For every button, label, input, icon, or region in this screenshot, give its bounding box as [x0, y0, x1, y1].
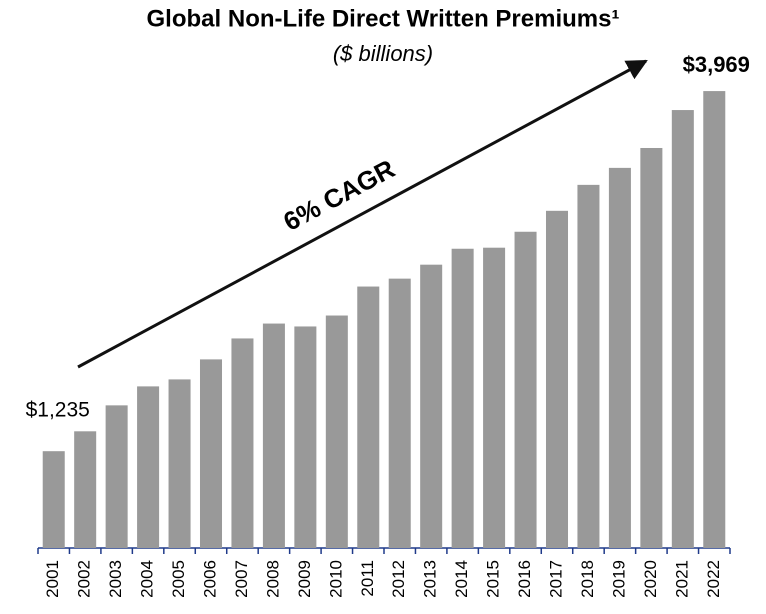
x-tick-label: 2015: [484, 560, 503, 598]
bar: [545, 210, 569, 548]
bar: [514, 231, 537, 548]
x-tick-label: 2002: [75, 560, 94, 598]
chart-subtitle: ($ billions): [333, 41, 433, 66]
bar: [168, 379, 191, 548]
x-tick-label: 2009: [295, 560, 314, 598]
bar: [451, 248, 474, 548]
bar: [703, 91, 726, 549]
bar: [105, 405, 128, 548]
value-label: $3,969: [683, 52, 750, 77]
x-tick-label: 2022: [704, 560, 723, 598]
x-tick-label: 2012: [389, 560, 408, 598]
x-tick-label: 2017: [546, 560, 565, 598]
bar: [294, 326, 317, 548]
x-tick-label: 2005: [169, 560, 188, 598]
trend-arrow: [77, 59, 648, 369]
x-tick-label: 2004: [138, 560, 157, 598]
bar: [357, 286, 380, 548]
value-label: $1,235: [26, 399, 90, 422]
cagr-annotation: 6% CAGR: [278, 153, 399, 237]
bar: [671, 110, 694, 549]
bar: [577, 184, 600, 548]
bar: [262, 323, 285, 548]
x-tick-label: 2020: [641, 560, 660, 598]
bar: [420, 264, 443, 548]
bar: [325, 315, 348, 548]
bar: [74, 431, 97, 548]
x-tick-label: 2014: [452, 560, 471, 598]
chart-title: Global Non-Life Direct Written Premiums¹: [147, 5, 620, 32]
x-tick-label: 2003: [106, 560, 125, 598]
x-tick-label: 2010: [326, 560, 345, 598]
bar: [483, 247, 506, 549]
bar: [388, 278, 411, 548]
x-tick-label: 2008: [263, 560, 282, 598]
x-tick-label: 2018: [578, 560, 597, 598]
bar: [608, 167, 631, 549]
x-tick-label: 2013: [421, 560, 440, 598]
bar: [137, 386, 160, 548]
x-tick-label: 2019: [609, 560, 628, 598]
x-tick-label: 2006: [200, 560, 219, 598]
bar: [199, 359, 223, 548]
x-tick-label: 2016: [515, 560, 534, 598]
bar: [42, 451, 65, 548]
bar: [640, 147, 663, 549]
x-tick-label: 2001: [43, 560, 62, 598]
x-tick-label: 2007: [232, 560, 251, 598]
bar: [231, 338, 254, 548]
x-tick-label: 2011: [358, 560, 377, 597]
x-tick-label: 2021: [672, 560, 691, 598]
